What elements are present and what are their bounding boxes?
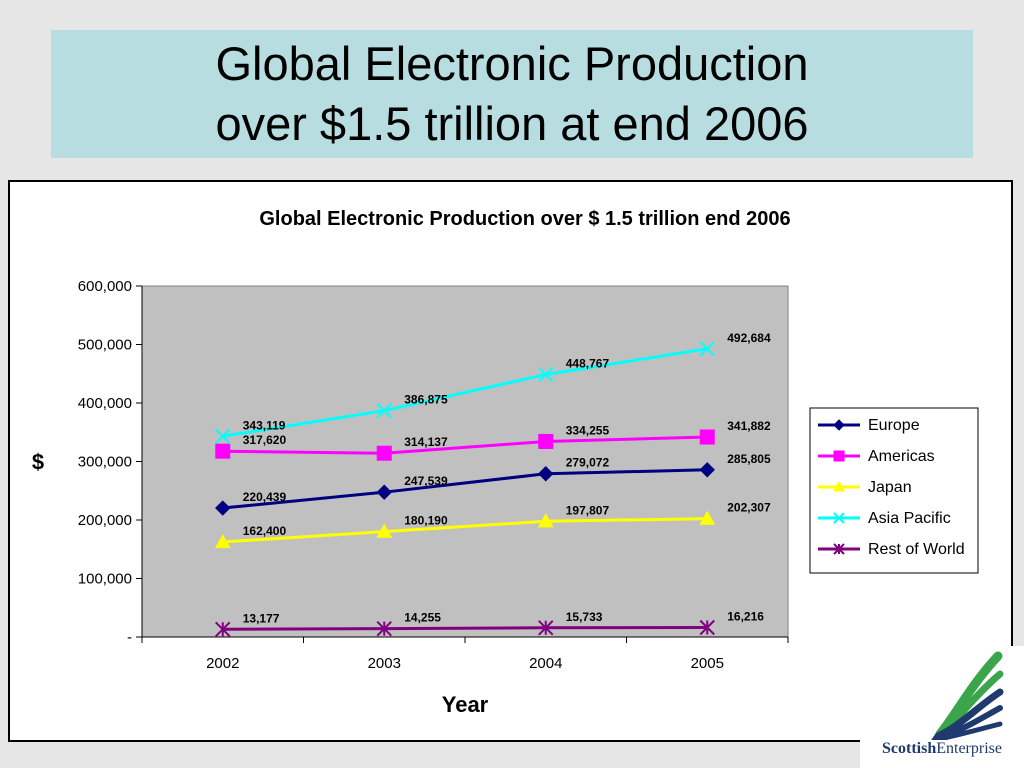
- slide-title: Global Electronic Production over $1.5 t…: [51, 34, 973, 154]
- data-point-japan: [214, 533, 231, 549]
- logo-text-part-2: Enterprise: [936, 740, 1002, 757]
- data-point-japan: [376, 523, 393, 538]
- data-point-asia-pacific: [215, 428, 231, 444]
- title-band: Global Electronic Production over $1.5 t…: [51, 30, 973, 158]
- y-axis-title: $: [32, 450, 44, 475]
- x-axis-title: Year: [442, 692, 489, 717]
- data-point-americas: [538, 433, 554, 449]
- series-line-americas: [222, 435, 708, 455]
- data-point-rest-of-world: [376, 620, 392, 637]
- data-point-americas: [376, 445, 392, 461]
- data-point-europe: [699, 462, 715, 478]
- x-tick-label: 2005: [691, 655, 724, 672]
- data-label-rest-of-world: 15,733: [566, 610, 603, 624]
- legend-label-rest-of-world: Rest of World: [868, 541, 965, 558]
- data-label-americas: 317,620: [243, 433, 287, 447]
- data-point-europe: [376, 484, 392, 500]
- data-label-asia-pacific: 492,684: [727, 331, 771, 345]
- legend-marker-asia-pacific: [833, 512, 845, 524]
- data-point-americas: [699, 429, 715, 445]
- data-label-americas: 314,137: [404, 435, 448, 449]
- data-point-americas: [215, 443, 231, 459]
- data-point-asia-pacific: [538, 366, 554, 383]
- legend-label-europe: Europe: [868, 417, 920, 434]
- data-label-europe: 279,072: [566, 456, 610, 470]
- y-tick-label: 400,000: [78, 395, 132, 412]
- data-label-europe: 285,805: [727, 452, 771, 466]
- legend-label-americas: Americas: [868, 448, 935, 465]
- series-line-rest-of-world: [222, 626, 708, 631]
- data-label-americas: 334,255: [566, 423, 610, 437]
- data-label-japan: 202,307: [727, 501, 771, 515]
- data-point-rest-of-world: [215, 621, 231, 637]
- slide-title-line-1: Global Electronic Production: [215, 37, 809, 90]
- legend-label-asia-pacific: Asia Pacific: [868, 510, 951, 527]
- y-tick-label: 600,000: [78, 278, 132, 295]
- data-label-rest-of-world: 13,177: [243, 611, 280, 625]
- data-label-asia-pacific: 448,767: [566, 356, 610, 370]
- legend-marker-europe: [833, 419, 845, 431]
- data-label-asia-pacific: 343,119: [243, 418, 286, 432]
- y-tick-label: 500,000: [78, 337, 132, 354]
- logo-text: ScottishEnterprise: [860, 740, 1024, 758]
- data-label-rest-of-world: 16,216: [727, 610, 764, 624]
- data-label-rest-of-world: 14,255: [404, 611, 441, 625]
- series-line-europe: [222, 468, 708, 510]
- legend-marker-americas: [833, 450, 845, 462]
- scottish-enterprise-logo: ScottishEnterprise: [860, 646, 1024, 768]
- x-tick-label: 2003: [368, 655, 401, 672]
- line-chart: Global Electronic Production over $ 1.5 …: [32, 208, 979, 717]
- data-point-europe: [215, 500, 231, 516]
- data-label-europe: 220,439: [243, 490, 287, 504]
- series-line-japan: [222, 517, 708, 544]
- x-tick-label: 2002: [206, 655, 239, 672]
- data-label-americas: 341,882: [727, 419, 771, 433]
- logo-wave-icon: [931, 651, 1004, 743]
- data-point-japan: [537, 513, 554, 528]
- y-tick-label: 200,000: [78, 512, 132, 529]
- x-tick-label: 2004: [529, 655, 562, 672]
- data-label-europe: 247,539: [404, 474, 448, 488]
- data-point-rest-of-world: [699, 619, 715, 636]
- data-label-asia-pacific: 386,875: [404, 393, 448, 407]
- data-point-europe: [538, 466, 554, 482]
- data-point-asia-pacific: [376, 402, 392, 419]
- chart-frame: Global Electronic Production over $ 1.5 …: [8, 180, 1013, 742]
- y-tick-label: 100,000: [78, 571, 132, 588]
- chart-title: Global Electronic Production over $ 1.5 …: [259, 208, 790, 230]
- series-line-asia-pacific: [222, 347, 708, 438]
- y-tick-label: 300,000: [78, 454, 132, 471]
- data-label-japan: 197,807: [566, 503, 610, 517]
- data-label-japan: 162,400: [243, 524, 287, 538]
- legend-marker-rest-of-world: [833, 543, 845, 555]
- y-tick-label: -: [127, 629, 132, 646]
- data-point-japan: [699, 510, 716, 525]
- legend-label-japan: Japan: [868, 479, 912, 496]
- plot-area: [141, 285, 789, 638]
- data-point-rest-of-world: [538, 620, 554, 636]
- data-label-japan: 180,190: [404, 514, 448, 528]
- data-point-asia-pacific: [699, 341, 715, 357]
- slide-title-line-2: over $1.5 trillion at end 2006: [215, 97, 809, 150]
- logo-text-part-1: Scottish: [882, 740, 937, 757]
- legend-marker-japan: [833, 480, 845, 492]
